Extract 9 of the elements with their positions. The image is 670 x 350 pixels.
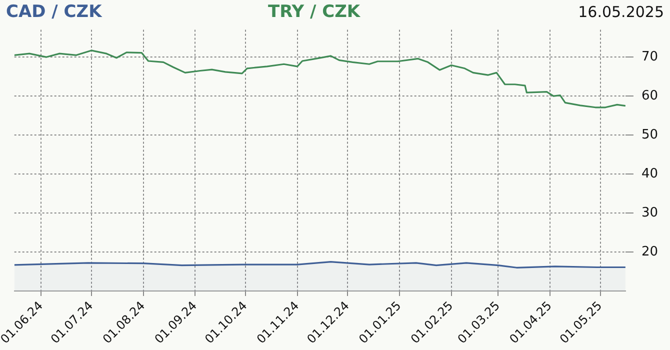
y-tick-label: 50: [641, 127, 658, 142]
y-tick-label: 60: [641, 88, 658, 104]
chart-title: 16.05.2025: [578, 3, 664, 21]
y-tick-label: 30: [641, 205, 658, 220]
text: TRY / CZK: [268, 2, 360, 22]
y-tick-label: 40: [641, 166, 658, 182]
y-tick-label: 20: [641, 244, 658, 260]
y-tick-label: 70: [641, 49, 658, 64]
text: CAD / CZK: [6, 2, 102, 22]
